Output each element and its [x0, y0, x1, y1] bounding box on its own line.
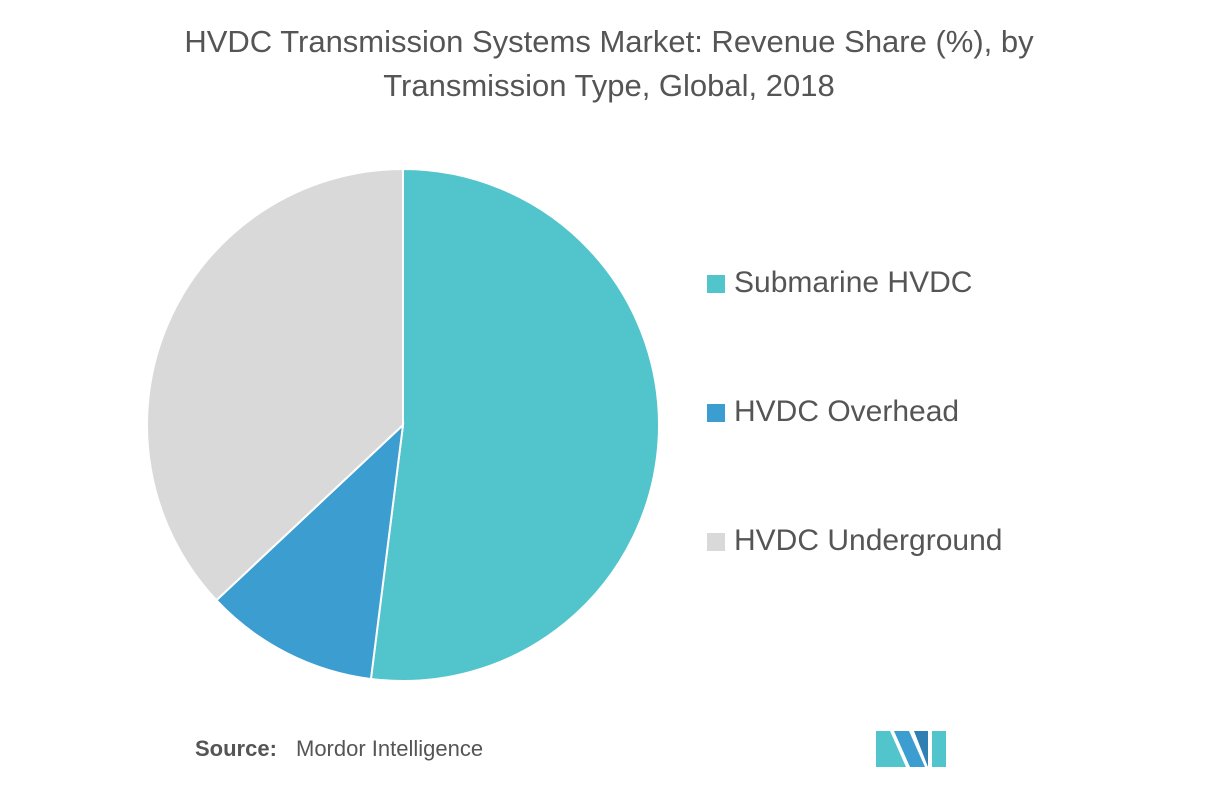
- legend-swatch: [707, 404, 725, 422]
- pie-slice: [369, 167, 660, 682]
- legend-swatch: [707, 533, 725, 551]
- source-label: Source:: [195, 736, 277, 761]
- chart-title: HVDC Transmission Systems Market: Revenu…: [184, 24, 1034, 103]
- legend-label: Submarine HVDC: [734, 266, 972, 299]
- pie: [146, 167, 660, 682]
- pie-slice: [146, 167, 404, 602]
- source: Mordor Intelligence: [296, 736, 483, 761]
- legend: Submarine HVDC HVDC Overhead HVDC Undergro…: [707, 266, 1002, 557]
- legend-swatch: [707, 275, 725, 293]
- pie-slice: [214, 422, 405, 681]
- legend-label: HVDC Underground: [734, 524, 1002, 557]
- legend-label: HVDC Overhead: [734, 395, 959, 428]
- logo: [876, 731, 946, 767]
